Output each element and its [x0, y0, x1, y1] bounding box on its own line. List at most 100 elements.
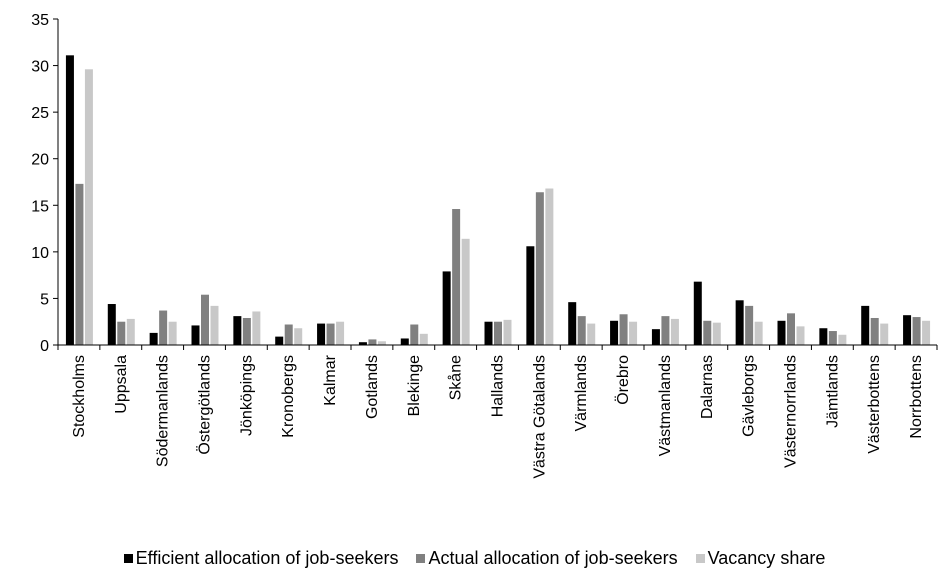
bar — [577, 316, 586, 345]
bar — [735, 300, 744, 345]
bar — [484, 321, 493, 345]
bar — [358, 342, 367, 345]
legend-item-actual: Actual allocation of job-seekers — [416, 548, 678, 569]
bar — [568, 302, 577, 345]
bar — [400, 338, 409, 345]
x-tick-label: Västerbottens — [866, 355, 883, 454]
bar — [233, 316, 242, 345]
bar — [629, 321, 638, 345]
y-tick-label: 25 — [31, 105, 49, 122]
bar — [191, 325, 200, 345]
x-tick-label: Jönköpings — [238, 355, 255, 436]
x-tick-label: Södermanlands — [155, 355, 172, 467]
bar — [126, 318, 135, 345]
x-tick-label: Gävleborgs — [741, 355, 758, 437]
bar — [452, 209, 461, 345]
bar — [503, 319, 512, 345]
bar — [619, 314, 628, 345]
bar — [610, 320, 619, 345]
bar — [419, 333, 428, 345]
bar — [661, 316, 670, 345]
y-tick-label: 5 — [40, 291, 49, 308]
bar — [880, 323, 889, 345]
bar — [410, 324, 419, 345]
y-tick-label: 30 — [31, 59, 49, 76]
bar — [461, 238, 470, 345]
bar — [275, 336, 284, 345]
bar — [670, 318, 679, 345]
bar — [787, 313, 795, 345]
bar — [712, 322, 721, 345]
bar — [912, 317, 921, 345]
y-tick-label: 0 — [40, 338, 49, 355]
bar — [535, 192, 544, 345]
x-tick-label: Örebro — [614, 355, 632, 405]
bar — [75, 183, 84, 345]
x-tick-label: Kalmar — [322, 354, 339, 405]
x-tick-label: Blekinge — [406, 355, 423, 416]
y-tick-label: 15 — [31, 198, 49, 215]
bar — [796, 326, 805, 345]
legend-item-vacancy: Vacancy share — [695, 548, 826, 569]
x-tick-label: Värmlands — [573, 355, 590, 431]
bar — [545, 188, 554, 345]
bar — [922, 320, 931, 345]
x-tick-label: Stockholms — [71, 355, 88, 438]
bar — [168, 321, 177, 345]
bar — [703, 320, 712, 345]
bar — [201, 294, 209, 345]
x-tick-label: Norrbottens — [908, 355, 925, 439]
legend-label-efficient: Efficient allocation of job-seekers — [135, 548, 399, 568]
bar — [294, 328, 303, 345]
bar — [903, 315, 912, 345]
x-tick-label: Dalarnas — [699, 355, 716, 419]
bar — [242, 317, 251, 345]
x-tick-label: Västmanlands — [657, 355, 674, 456]
x-tick-label: Västernorrlands — [783, 355, 800, 468]
bar — [754, 321, 763, 345]
bar — [777, 320, 786, 345]
bar — [861, 305, 870, 345]
bar — [284, 324, 293, 345]
bar — [745, 305, 754, 345]
bar — [828, 331, 837, 345]
legend-label-vacancy: Vacancy share — [707, 548, 826, 568]
legend-swatch-actual — [416, 554, 426, 563]
x-tick-label: Hallands — [490, 355, 507, 417]
bar — [442, 271, 451, 345]
bar — [65, 55, 74, 345]
x-tick-label: Jämtlands — [824, 355, 841, 428]
legend-item-efficient: Efficient allocation of job-seekers — [123, 548, 399, 569]
legend-label-actual: Actual allocation of job-seekers — [428, 548, 678, 568]
bar — [819, 328, 828, 345]
bar — [526, 246, 535, 345]
bar — [693, 281, 702, 345]
bar — [159, 310, 168, 345]
x-tick-label: Skåne — [447, 355, 465, 400]
bar — [870, 317, 879, 345]
x-tick-label: Kronobergs — [280, 355, 297, 438]
x-tick-label: Gotlands — [364, 355, 381, 419]
bar — [587, 323, 596, 345]
bar — [377, 341, 386, 345]
bar — [107, 304, 116, 345]
x-tick-label: Uppsala — [113, 355, 130, 414]
y-tick-label: 10 — [31, 245, 49, 262]
legend: Efficient allocation of job-seekers Actu… — [0, 548, 949, 569]
x-tick-label: Västra Götalands — [531, 355, 548, 479]
bar — [368, 339, 377, 345]
y-tick-label: 20 — [31, 152, 49, 169]
x-tick-label: Östergötlands — [196, 355, 214, 455]
bar — [317, 323, 326, 345]
y-tick-label: 35 — [31, 12, 49, 29]
bar — [84, 69, 93, 345]
bar — [326, 323, 335, 345]
legend-swatch-vacancy — [695, 554, 705, 563]
bar — [651, 329, 660, 345]
bar — [336, 321, 345, 345]
bar — [149, 332, 158, 345]
bar — [210, 305, 219, 345]
bar — [494, 321, 502, 345]
legend-swatch-efficient — [123, 554, 133, 563]
bar — [838, 334, 847, 345]
